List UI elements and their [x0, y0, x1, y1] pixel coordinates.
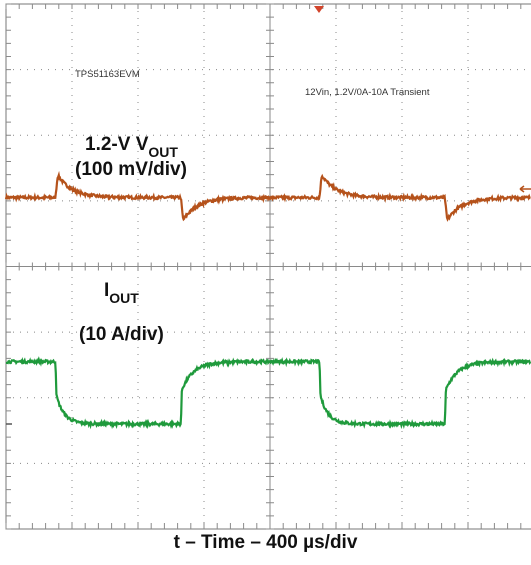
iout-scale-label: (10 A/div): [79, 324, 164, 345]
condition-label: 12Vin, 1.2V/0A-10A Transient: [305, 87, 430, 98]
iout-trace: [5, 356, 531, 430]
iout-channel-label: IOUT: [104, 280, 139, 306]
scope-traces: [4, 170, 531, 430]
vout-trace: [4, 170, 531, 222]
scope-grid: [5, 3, 531, 530]
graticule-ticks: [5, 3, 522, 530]
ch1-reference-arrow-icon: [519, 185, 531, 193]
x-axis-label: t – Time – 400 µs/div: [173, 532, 358, 553]
vout-channel-label: 1.2-V VOUT: [85, 134, 178, 160]
trigger-marker-icon: [314, 6, 324, 13]
vout-scale-label: (100 mV/div): [75, 159, 187, 180]
device-label: TPS51163EVM: [75, 69, 140, 80]
oscilloscope-plot: TPS51163EVM 12Vin, 1.2V/0A-10A Transient…: [4, 3, 531, 530]
